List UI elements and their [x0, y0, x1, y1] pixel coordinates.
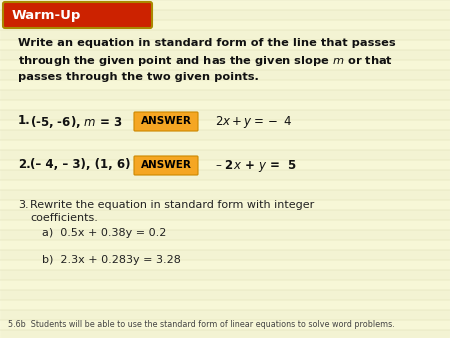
FancyBboxPatch shape	[134, 112, 198, 131]
Bar	[0, 190, 450, 200]
Bar	[0, 160, 450, 170]
Bar	[0, 330, 450, 338]
Bar	[0, 290, 450, 300]
Bar	[0, 320, 450, 330]
Bar	[0, 50, 450, 60]
Bar	[0, 10, 450, 20]
Bar	[0, 100, 450, 110]
Bar	[0, 220, 450, 230]
Bar	[0, 210, 450, 220]
Bar	[0, 80, 450, 90]
Bar	[0, 60, 450, 70]
Bar	[0, 250, 450, 260]
Text: 2.: 2.	[18, 158, 31, 171]
FancyBboxPatch shape	[134, 156, 198, 175]
Text: b)  2.3x + 0.283y = 3.28: b) 2.3x + 0.283y = 3.28	[42, 255, 181, 265]
Bar	[0, 110, 450, 120]
Bar	[0, 240, 450, 250]
Bar	[0, 230, 450, 240]
Bar	[0, 120, 450, 130]
Bar	[0, 70, 450, 80]
Text: coefficients.: coefficients.	[30, 213, 98, 223]
Bar	[0, 140, 450, 150]
Text: Warm-Up: Warm-Up	[12, 9, 81, 22]
Text: $2x + y = -\ 4$: $2x + y = -\ 4$	[215, 114, 292, 130]
Text: Rewrite the equation in standard form with integer: Rewrite the equation in standard form wi…	[30, 200, 314, 210]
Text: (-5, -6), $\mathit{m}$ = 3: (-5, -6), $\mathit{m}$ = 3	[30, 114, 123, 130]
FancyBboxPatch shape	[3, 2, 152, 28]
Text: 1.: 1.	[18, 114, 31, 127]
Bar	[0, 20, 450, 30]
Bar	[0, 170, 450, 180]
Bar	[0, 40, 450, 50]
Bar	[0, 200, 450, 210]
Text: a)  0.5x + 0.38y = 0.2: a) 0.5x + 0.38y = 0.2	[42, 228, 166, 238]
Bar	[0, 90, 450, 100]
Text: 5.6b  Students will be able to use the standard form of linear equations to solv: 5.6b Students will be able to use the st…	[8, 320, 395, 329]
Bar	[0, 150, 450, 160]
Bar	[0, 260, 450, 270]
Bar	[0, 300, 450, 310]
Bar	[0, 130, 450, 140]
Text: – 2$x$ + $y$ =  5: – 2$x$ + $y$ = 5	[215, 158, 297, 174]
Bar	[0, 180, 450, 190]
Text: Write an equation in standard form of the line that passes
through the given poi: Write an equation in standard form of th…	[18, 38, 396, 82]
Text: ANSWER: ANSWER	[140, 117, 191, 126]
Bar	[0, 280, 450, 290]
Bar	[0, 0, 450, 10]
Bar	[0, 30, 450, 40]
Bar	[0, 310, 450, 320]
Text: 3.: 3.	[18, 200, 29, 210]
Bar	[0, 270, 450, 280]
Text: ANSWER: ANSWER	[140, 161, 191, 170]
Text: (– 4, – 3), (1, 6): (– 4, – 3), (1, 6)	[30, 158, 130, 171]
